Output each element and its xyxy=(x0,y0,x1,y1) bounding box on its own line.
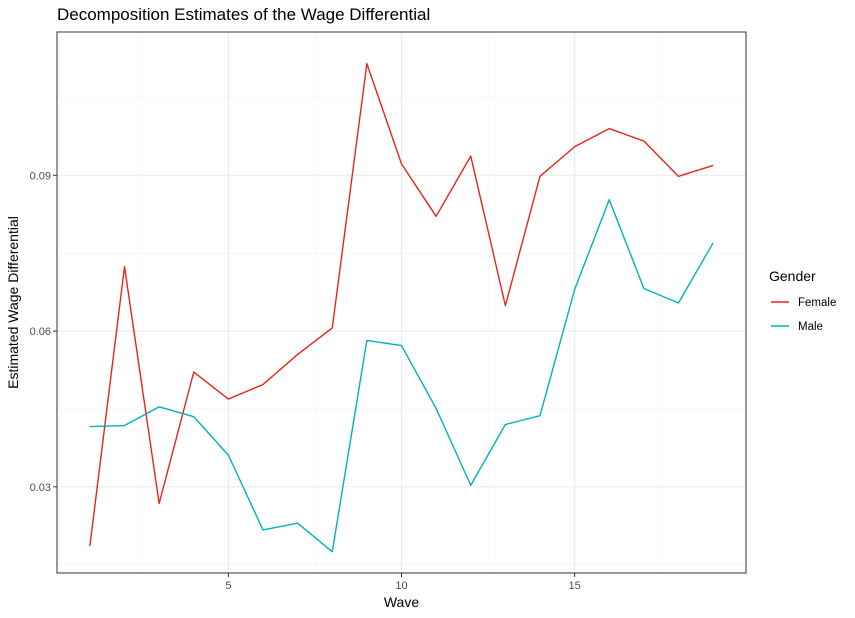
legend: Gender Female Male xyxy=(769,268,836,333)
x-tick-label: 15 xyxy=(568,580,580,592)
y-axis-title: Estimated Wage Differential xyxy=(5,216,21,389)
chart-title: Decomposition Estimates of the Wage Diff… xyxy=(57,5,430,24)
legend-label-male: Male xyxy=(798,321,823,333)
y-tick-label: 0.03 xyxy=(30,482,51,494)
x-tick-label: 10 xyxy=(395,580,407,592)
legend-label-female: Female xyxy=(798,297,836,309)
x-tick-label: 5 xyxy=(225,580,231,592)
legend-title: Gender xyxy=(769,268,816,284)
series-lines xyxy=(89,62,714,553)
x-axis-title: Wave xyxy=(384,594,419,610)
axis-ticks: 5 10 15 0.03 0.06 0.09 xyxy=(30,170,581,592)
y-tick-label: 0.06 xyxy=(30,326,51,338)
grid xyxy=(57,32,746,573)
series-line-female xyxy=(89,62,714,547)
y-tick-label: 0.09 xyxy=(30,170,51,182)
series-line-male xyxy=(89,198,714,553)
